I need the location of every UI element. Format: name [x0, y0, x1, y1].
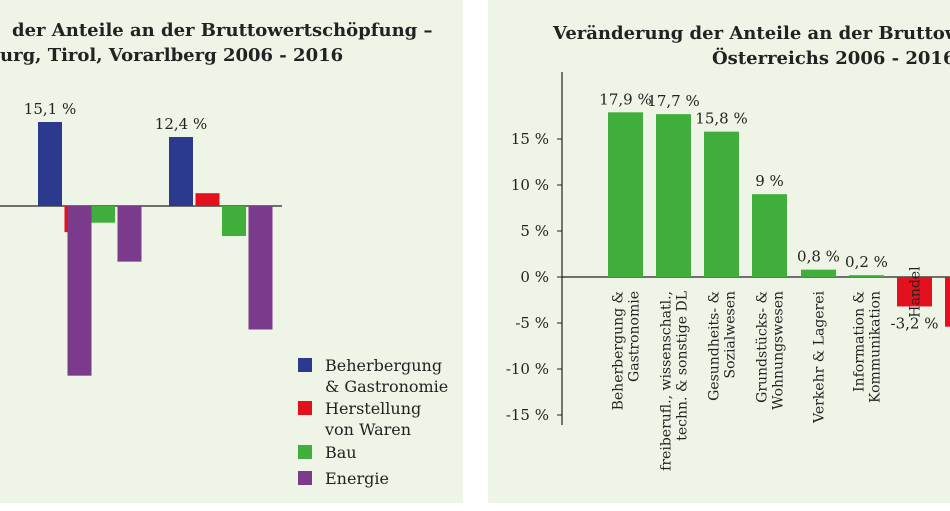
right-category-label: Gesundheits- & — [707, 291, 723, 401]
right-category-label: Beherbergung & — [611, 291, 627, 410]
right-bar — [704, 131, 739, 277]
legend-label: von Waren — [324, 420, 411, 439]
left-value-label: 12,4 % — [155, 115, 207, 133]
right-y-tick-label: 15 % — [511, 130, 549, 148]
right-category-label: Sozialwesen — [723, 291, 739, 378]
right-chart-panel: Veränderung der Anteile an der Bruttow Ö… — [488, 0, 950, 511]
right-category-label: Verkehr & Lagerei — [812, 290, 828, 424]
left-bar — [38, 122, 62, 206]
right-bar — [897, 277, 932, 307]
left-bar — [67, 206, 92, 376]
right-chart-svg: Veränderung der Anteile an der Bruttow Ö… — [506, 23, 950, 471]
right-y-tick-label: -5 % — [515, 314, 549, 332]
left-chart-svg: der Anteile an der Bruttowertschöpfung –… — [0, 20, 448, 488]
legend-swatch — [298, 401, 312, 415]
right-chart-title-line1: Veränderung der Anteile an der Bruttow — [552, 23, 950, 44]
legend-swatch — [298, 358, 312, 372]
right-category-label: Information & — [852, 291, 868, 392]
right-y-tick-label: 0 % — [520, 268, 549, 286]
legend-label: & Gastronomie — [325, 377, 448, 396]
right-bar — [608, 112, 643, 277]
right-category-label: Kommunikation — [868, 291, 884, 403]
left-bar — [222, 206, 246, 237]
legend-label: Bau — [325, 443, 357, 462]
right-y-tick-label: -10 % — [506, 360, 549, 378]
left-chart-title-line1: der Anteile an der Bruttowertschöpfung – — [12, 20, 433, 41]
right-bar — [945, 277, 950, 327]
right-category-label: Handel — [908, 266, 924, 318]
right-bar — [849, 275, 884, 277]
right-bar — [656, 114, 691, 277]
right-category-label: freiberufl., wissenschatl., — [659, 291, 675, 471]
left-chart-title-line2: urg, Tirol, Vorarlberg 2006 - 2016 — [0, 45, 343, 66]
legend-swatch — [298, 445, 312, 459]
right-category-label: Gastronomie — [627, 291, 643, 382]
legend-label: Energie — [325, 469, 389, 488]
right-y-tick-label: 5 % — [520, 222, 549, 240]
legend-label: Herstellung — [325, 399, 421, 418]
right-y-tick-label: 10 % — [511, 176, 549, 194]
right-value-label: 15,8 % — [695, 110, 747, 128]
left-bar — [117, 206, 142, 262]
legend-swatch — [298, 471, 312, 485]
right-value-label: 0,8 % — [797, 248, 840, 266]
right-bar — [752, 194, 787, 277]
left-bar — [195, 193, 220, 206]
left-bar — [248, 206, 273, 330]
left-bar — [169, 137, 193, 206]
right-bar — [801, 269, 836, 277]
right-category-label: Grundstücks- & — [755, 291, 771, 403]
right-category-label: Wohnungswesen — [771, 291, 787, 410]
right-value-label: 17,9 % — [599, 90, 651, 108]
left-value-label: 15,1 % — [24, 100, 76, 118]
right-value-label: 0,2 % — [845, 253, 888, 271]
right-category-label: techn. & sonstige DL — [675, 291, 691, 441]
right-chart-title-line2: Österreichs 2006 - 2016 — [712, 46, 950, 69]
right-value-label: 9 % — [755, 172, 784, 190]
legend-label: Beherbergung — [325, 356, 442, 375]
right-value-label: 17,7 % — [647, 92, 699, 110]
right-y-tick-label: -15 % — [506, 406, 549, 424]
left-chart-panel: der Anteile an der Bruttowertschöpfung –… — [0, 0, 463, 511]
right-value-label: -3,2 % — [891, 314, 939, 332]
left-bar — [91, 206, 115, 223]
